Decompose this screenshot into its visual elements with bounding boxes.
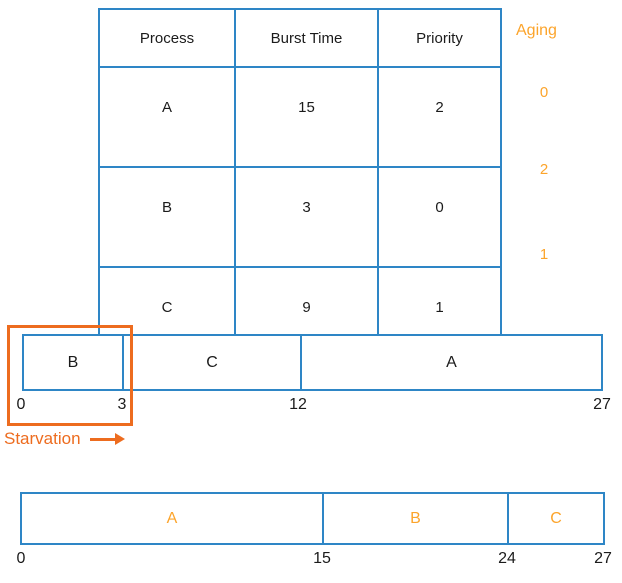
aging-value-c: 1 (539, 246, 549, 263)
gantt1-tick-12: 12 (289, 396, 307, 413)
cell-process-a: A (98, 66, 236, 168)
gantt2-segment-b: B (322, 494, 507, 543)
cell-process-b: B (98, 166, 236, 268)
gantt1-tick-27: 27 (593, 396, 611, 413)
aging-value-b: 2 (539, 161, 549, 178)
table-row-b: B 3 0 (98, 166, 502, 268)
gantt-chart-after-aging: A B C (20, 492, 605, 545)
aging-value-a: 0 (539, 84, 549, 101)
col-header-process: Process (98, 8, 236, 68)
gantt2-segment-a: A (166, 509, 178, 527)
gantt1-tick-3: 3 (117, 396, 127, 413)
gantt2-segment-c: C (507, 494, 603, 543)
col-header-burst-time: Burst Time (234, 8, 379, 68)
starvation-caption: Starvation (4, 429, 125, 449)
gantt2-tick-24: 24 (498, 550, 516, 567)
cell-burst-b: 3 (234, 166, 379, 268)
cell-burst-a: 15 (234, 66, 379, 168)
gantt1-segment-c: C (122, 336, 300, 389)
table-header-row: Process Burst Time Priority (98, 8, 502, 68)
cell-priority-b: 0 (377, 166, 502, 268)
arrow-line (89, 437, 115, 441)
col-header-priority: Priority (377, 8, 502, 68)
starvation-label: Starvation (4, 429, 81, 448)
cell-priority-a: 2 (377, 66, 502, 168)
gantt-chart-before-aging: B C A (22, 334, 603, 391)
process-table: Process Burst Time Priority A 15 2 B 3 0… (98, 8, 502, 368)
aging-column-title: Aging (516, 22, 557, 39)
right-arrow-icon (89, 433, 125, 445)
starvation-highlight-box (7, 325, 133, 426)
table-row-a: A 15 2 (98, 66, 502, 168)
gantt2-tick-27: 27 (594, 550, 612, 567)
gantt2-tick-15: 15 (313, 550, 331, 567)
gantt1-segment-a: A (300, 336, 601, 389)
gantt1-tick-0: 0 (16, 396, 26, 413)
arrow-head (114, 433, 125, 445)
gantt2-tick-0: 0 (16, 550, 26, 567)
gantt1-segment-b: B (67, 353, 79, 371)
